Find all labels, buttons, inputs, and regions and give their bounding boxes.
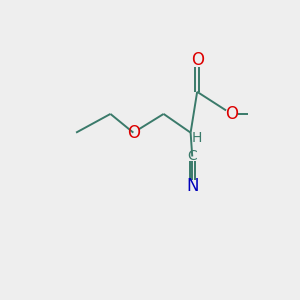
Text: O: O — [127, 124, 140, 142]
Text: C: C — [188, 149, 197, 164]
Text: N: N — [186, 177, 199, 195]
Text: H: H — [192, 131, 202, 145]
Text: O: O — [225, 105, 238, 123]
Text: O: O — [191, 51, 204, 69]
